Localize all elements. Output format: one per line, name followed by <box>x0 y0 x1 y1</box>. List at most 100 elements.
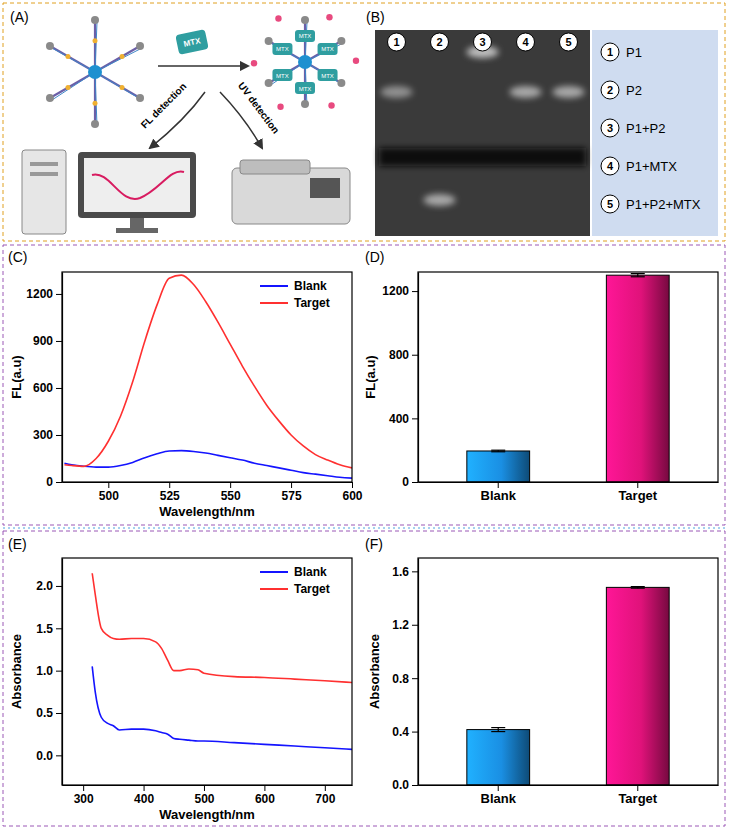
tick-label: 0.4 <box>392 725 409 739</box>
dye <box>265 37 273 45</box>
tick: 600 <box>342 482 362 503</box>
label-dot <box>120 85 125 90</box>
key-badge <box>601 43 619 61</box>
tick: 600 <box>255 785 275 806</box>
tick-label: 1.5 <box>36 622 53 636</box>
legend-label: Target <box>294 582 330 596</box>
line <box>92 573 352 682</box>
tick-mark <box>637 482 638 488</box>
diagram: MTXMTXMTXMTXMTXMTXMTXFL detectionUV dete… <box>22 14 359 234</box>
tick: 2.0 <box>36 579 62 593</box>
lane-badge <box>388 33 406 51</box>
dna-arm <box>50 46 95 72</box>
key-number: 2 <box>607 84 613 96</box>
y-axis: 0.00.40.81.21.6 <box>392 559 418 793</box>
key-label: P1+MTX <box>626 159 677 174</box>
instrument <box>232 168 350 224</box>
lane-number: 3 <box>479 36 485 48</box>
tick: 600 <box>33 381 62 395</box>
tick-label: 1.6 <box>392 565 409 579</box>
gel-band <box>424 194 456 206</box>
label-dot <box>93 101 98 106</box>
separator <box>3 528 725 529</box>
panel-label: (B) <box>366 9 385 25</box>
monitor-stand <box>130 218 144 228</box>
tick-label: Blank <box>481 488 517 503</box>
pc-slot <box>30 172 58 176</box>
key-number: 4 <box>607 160 614 172</box>
plot-frame <box>418 272 718 482</box>
error-cap <box>631 273 645 274</box>
tick-mark <box>83 785 84 791</box>
panel-label: (A) <box>10 9 29 25</box>
tick-label: 900 <box>33 334 53 348</box>
dye <box>301 100 309 108</box>
legend: BlankTarget <box>260 565 330 596</box>
tick: 1.0 <box>36 664 62 678</box>
tick-label: 550 <box>221 489 241 503</box>
tick: 0.8 <box>392 672 418 686</box>
target-blob <box>295 30 315 42</box>
dna-arm <box>95 48 142 72</box>
tick-mark <box>412 418 418 419</box>
tick-label: 300 <box>74 792 94 806</box>
tick-mark <box>412 625 418 626</box>
target-box <box>175 29 209 55</box>
tick: Target <box>618 482 657 503</box>
detection-label: FL detection <box>139 81 189 131</box>
key-label: P1+P2 <box>626 121 665 136</box>
tick-mark <box>56 388 62 389</box>
axis-line <box>419 785 719 786</box>
error-bars <box>491 274 645 452</box>
error-cap <box>491 451 505 452</box>
tick-mark <box>56 435 62 436</box>
x-axis: 300400500600700 <box>63 785 353 806</box>
instrument-lid <box>240 160 310 174</box>
tick-label: 500 <box>194 792 214 806</box>
arrow <box>158 65 248 67</box>
tick: 525 <box>160 482 180 503</box>
tick-mark <box>637 785 638 791</box>
axis-line <box>418 273 419 483</box>
released-dye <box>277 104 283 110</box>
gel-image <box>375 30 590 236</box>
released-dye <box>326 14 332 20</box>
target-blob <box>295 82 315 94</box>
tick-label: Blank <box>481 791 517 806</box>
lane-badge <box>560 33 578 51</box>
core <box>88 65 102 79</box>
tick-mark <box>325 785 326 791</box>
tick-label: 0.0 <box>392 778 409 792</box>
section-frame <box>3 245 725 525</box>
tick: 400 <box>134 785 154 806</box>
dye <box>337 37 345 45</box>
legend-swatch <box>260 285 288 287</box>
tick-mark <box>56 586 62 587</box>
released-dye <box>353 58 359 64</box>
tick-mark <box>56 671 62 672</box>
tick: 550 <box>221 482 241 503</box>
tick-label: 0 <box>46 475 53 489</box>
target-label: MTX <box>183 36 202 48</box>
tick-label: 0.8 <box>392 672 409 686</box>
dye <box>136 42 144 50</box>
arrow <box>150 92 205 148</box>
tick: Blank <box>481 785 517 806</box>
tick: 0 <box>46 475 62 489</box>
dye <box>136 94 144 102</box>
label-dot <box>65 54 70 59</box>
key-badge <box>601 81 619 99</box>
target-blob <box>272 43 292 55</box>
line <box>92 666 352 749</box>
tick-label: 500 <box>99 489 119 503</box>
error-cap <box>491 731 505 732</box>
label-dot <box>93 38 98 43</box>
dye <box>46 42 54 50</box>
tick-mark <box>412 571 418 572</box>
line <box>64 451 352 478</box>
dye <box>46 94 54 102</box>
panel-label: (F) <box>365 536 383 552</box>
target-blob <box>318 69 338 81</box>
lane-number: 2 <box>436 36 442 48</box>
plot-marks <box>467 275 669 482</box>
